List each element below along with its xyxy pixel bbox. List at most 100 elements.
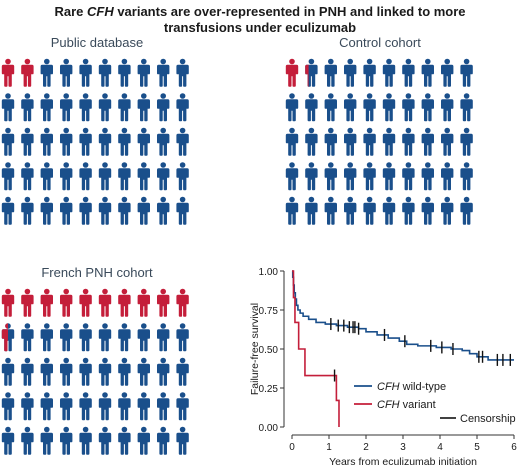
- pictogram-panel: Public database: [1, 35, 189, 225]
- person-icon: [176, 357, 189, 386]
- x-tick-label: 5: [474, 442, 480, 453]
- person-icon: [344, 196, 357, 225]
- person-icon: [98, 93, 112, 122]
- pictogram-panel: French PNH cohort: [1, 265, 189, 455]
- person-icon: [421, 58, 434, 87]
- person-icon: [79, 288, 92, 317]
- person-icon: [460, 127, 473, 156]
- person-icon: [157, 288, 170, 317]
- person-icon: [441, 93, 454, 122]
- person-icon: [137, 93, 150, 122]
- person-icon: [21, 162, 34, 191]
- person-icon: [79, 357, 92, 386]
- person-icon: [21, 93, 34, 122]
- y-tick-label: 0.00: [259, 423, 279, 434]
- person-icon: [176, 196, 189, 225]
- person-icon: [157, 196, 170, 225]
- person-icon: [59, 196, 73, 225]
- person-icon: [1, 93, 15, 122]
- person-icon: [98, 392, 112, 421]
- person-icon: [59, 162, 73, 191]
- person-icon: [363, 127, 376, 156]
- person-icon: [176, 58, 189, 87]
- legend-label: CFH variant: [377, 399, 436, 411]
- person-icon: [1, 288, 15, 317]
- person-icon: [118, 323, 131, 352]
- panel-title: French PNH cohort: [41, 265, 153, 280]
- person-icon: [441, 196, 454, 225]
- person-icon: [40, 323, 53, 352]
- person-icon: [40, 162, 53, 191]
- person-icon: [98, 323, 112, 352]
- person-icon: [59, 288, 73, 317]
- person-icon: [118, 93, 131, 122]
- person-icon: [79, 127, 92, 156]
- pictogram-panels: Public database Control cohort French PNH …: [1, 35, 473, 455]
- panel-title: Control cohort: [339, 35, 421, 50]
- person-icon: [40, 426, 53, 455]
- legend-label-rest: wild-type: [400, 381, 446, 393]
- person-icon: [176, 323, 189, 352]
- person-icon: [441, 58, 454, 87]
- person-icon: [118, 392, 131, 421]
- x-axis-label: Years from eculizumab initiation: [329, 456, 477, 468]
- person-icon: [460, 58, 473, 87]
- person-icon: [118, 196, 131, 225]
- person-icon: [421, 196, 434, 225]
- person-icon: [98, 288, 112, 317]
- person-icon: [421, 162, 434, 191]
- person-icon: [363, 93, 376, 122]
- person-icon: [402, 196, 415, 225]
- person-icon: [157, 93, 170, 122]
- series-line: [291, 270, 514, 361]
- figure-title-line-1: Rare CFH variants are over-represented i…: [54, 4, 465, 19]
- person-icon: [79, 58, 92, 87]
- person-icon: [40, 196, 53, 225]
- person-icon: [21, 392, 34, 421]
- person-icon: [176, 127, 189, 156]
- person-icon: [1, 357, 15, 386]
- person-icon: [324, 196, 337, 225]
- person-icon: [441, 127, 454, 156]
- person-icon: [40, 288, 53, 317]
- person-icon: [460, 196, 473, 225]
- person-icon: [157, 323, 170, 352]
- person-icon: [79, 323, 92, 352]
- person-icon: [137, 357, 150, 386]
- person-icon: [1, 196, 15, 225]
- person-icon: [305, 93, 318, 122]
- person-icon: [285, 58, 299, 87]
- person-icon: [59, 58, 73, 87]
- figure-title-line-2: transfusions under eculizumab: [164, 20, 356, 35]
- person-icon: [157, 426, 170, 455]
- person-icon: [118, 357, 131, 386]
- person-icon: [137, 426, 150, 455]
- person-icon: [21, 127, 34, 156]
- person-icon: [21, 196, 34, 225]
- person-icon: [305, 162, 318, 191]
- x-tick-label: 4: [437, 442, 443, 453]
- person-icon: [176, 93, 189, 122]
- person-icon: [1, 392, 15, 421]
- person-icon: [176, 426, 189, 455]
- person-icon: [441, 162, 454, 191]
- x-tick-label: 2: [363, 442, 369, 453]
- panel-title: Public database: [51, 35, 144, 50]
- person-icon: [59, 323, 73, 352]
- person-icon: [40, 357, 53, 386]
- person-icon: [324, 127, 337, 156]
- person-icon: [59, 357, 73, 386]
- person-icon: [79, 392, 92, 421]
- person-icon: [59, 93, 73, 122]
- y-tick-label: 0.50: [259, 345, 279, 356]
- person-icon: [363, 196, 376, 225]
- person-icon: [40, 93, 53, 122]
- person-icon: [421, 127, 434, 156]
- person-icon: [176, 392, 189, 421]
- person-icon: [324, 162, 337, 191]
- person-icon: [1, 58, 15, 87]
- person-icon: [344, 93, 357, 122]
- person-icon: [382, 162, 396, 191]
- person-icon: [421, 93, 434, 122]
